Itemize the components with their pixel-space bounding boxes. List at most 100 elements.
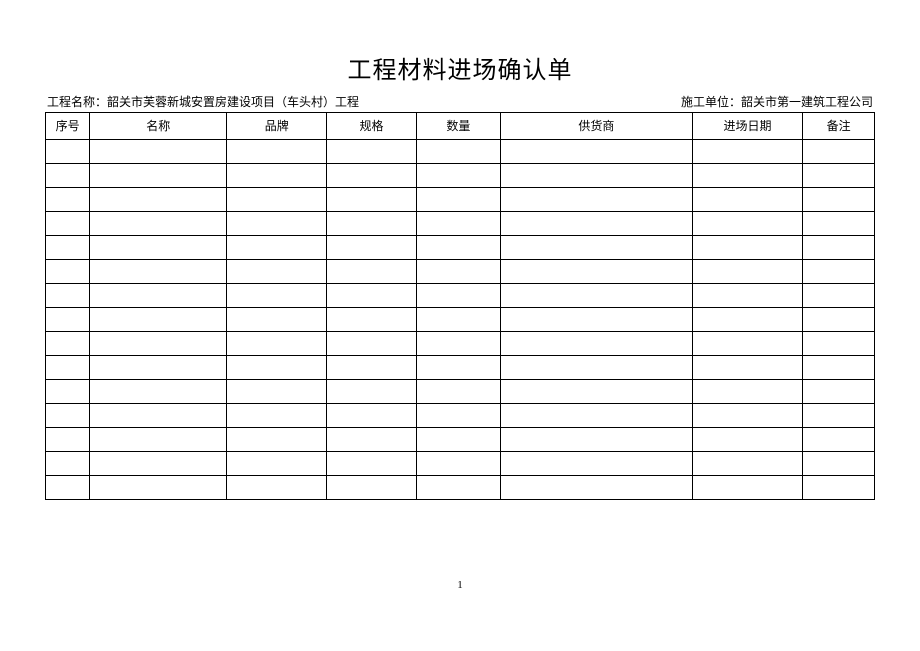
column-header: 名称 [90,113,227,140]
table-cell [227,452,327,476]
table-cell [90,236,227,260]
table-cell [46,188,90,212]
table-cell [803,140,875,164]
table-cell [692,308,803,332]
table-cell [227,164,327,188]
table-cell [46,140,90,164]
table-cell [692,212,803,236]
table-cell [501,284,693,308]
table-cell [90,284,227,308]
table-cell [90,404,227,428]
table-cell [90,332,227,356]
table-cell [692,356,803,380]
table-cell [501,332,693,356]
table-cell [90,452,227,476]
table-row [46,140,875,164]
table-cell [416,164,500,188]
table-row [46,404,875,428]
table-cell [803,284,875,308]
table-cell [46,308,90,332]
table-cell [227,308,327,332]
table-row [46,260,875,284]
table-cell [501,380,693,404]
column-header: 进场日期 [692,113,803,140]
table-cell [803,236,875,260]
table-cell [803,332,875,356]
column-header: 规格 [327,113,417,140]
table-cell [227,380,327,404]
table-cell [416,452,500,476]
table-cell [327,428,417,452]
table-cell [692,284,803,308]
table-cell [416,428,500,452]
table-cell [90,380,227,404]
table-cell [327,260,417,284]
table-cell [46,260,90,284]
table-cell [327,236,417,260]
construction-unit: 施工单位：韶关市第一建筑工程公司 [681,93,873,110]
table-cell [90,476,227,500]
table-cell [327,212,417,236]
table-cell [227,236,327,260]
table-row [46,452,875,476]
table-cell [327,476,417,500]
table-cell [692,452,803,476]
table-cell [692,380,803,404]
table-cell [501,212,693,236]
table-cell [803,212,875,236]
table-cell [90,188,227,212]
column-header: 供货商 [501,113,693,140]
table-row [46,188,875,212]
table-cell [501,260,693,284]
table-cell [803,164,875,188]
table-cell [501,428,693,452]
table-cell [46,332,90,356]
table-cell [416,188,500,212]
table-cell [227,260,327,284]
table-cell [90,428,227,452]
table-row [46,308,875,332]
table-row [46,332,875,356]
table-cell [501,140,693,164]
table-cell [46,284,90,308]
table-cell [227,212,327,236]
table-cell [501,188,693,212]
table-cell [416,236,500,260]
construction-unit-label: 施工单位： [681,95,741,109]
table-header-row: 序号名称品牌规格数量供货商进场日期备注 [46,113,875,140]
table-cell [46,452,90,476]
table-cell [803,260,875,284]
table-cell [227,356,327,380]
table-cell [501,452,693,476]
table-cell [692,164,803,188]
table-cell [501,236,693,260]
column-header: 序号 [46,113,90,140]
table-cell [416,212,500,236]
table-cell [327,164,417,188]
table-cell [501,164,693,188]
table-cell [227,428,327,452]
table-cell [416,380,500,404]
table-cell [227,332,327,356]
materials-table: 序号名称品牌规格数量供货商进场日期备注 [45,112,875,500]
table-cell [692,236,803,260]
table-cell [227,140,327,164]
table-cell [327,284,417,308]
table-row [46,476,875,500]
table-cell [90,140,227,164]
table-cell [803,428,875,452]
table-cell [501,308,693,332]
table-cell [803,476,875,500]
table-cell [803,452,875,476]
table-cell [46,380,90,404]
table-cell [90,308,227,332]
table-cell [501,404,693,428]
table-cell [227,284,327,308]
table-cell [327,332,417,356]
table-row [46,356,875,380]
column-header: 数量 [416,113,500,140]
table-cell [803,356,875,380]
table-cell [692,476,803,500]
table-cell [692,260,803,284]
table-cell [803,308,875,332]
